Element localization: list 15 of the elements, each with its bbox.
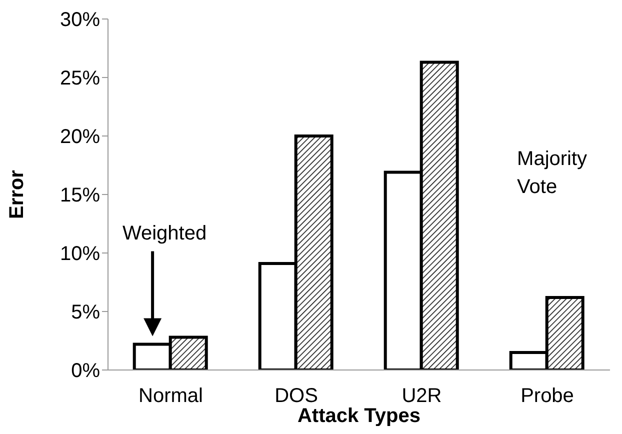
text: Weighted — [122, 222, 207, 244]
x-axis-title: Attack Types — [297, 405, 421, 427]
y-tick-label: 10% — [60, 243, 100, 266]
text: Majority Vote — [517, 148, 588, 198]
y-tick-label: 5% — [71, 302, 100, 324]
x-tick-label: Probe — [520, 385, 574, 408]
x-tick-label: U2R — [402, 385, 442, 408]
y-tick-label: 25% — [60, 68, 100, 90]
y-axis-title: Error — [6, 170, 28, 219]
y-tick-label: 20% — [60, 126, 100, 148]
x-tick-label: Normal — [138, 385, 203, 408]
y-tick-label: 0% — [71, 360, 100, 382]
y-tick-label: 30% — [60, 9, 100, 32]
x-tick-label: DOS — [274, 385, 318, 408]
y-tick-label: 15% — [60, 184, 100, 207]
